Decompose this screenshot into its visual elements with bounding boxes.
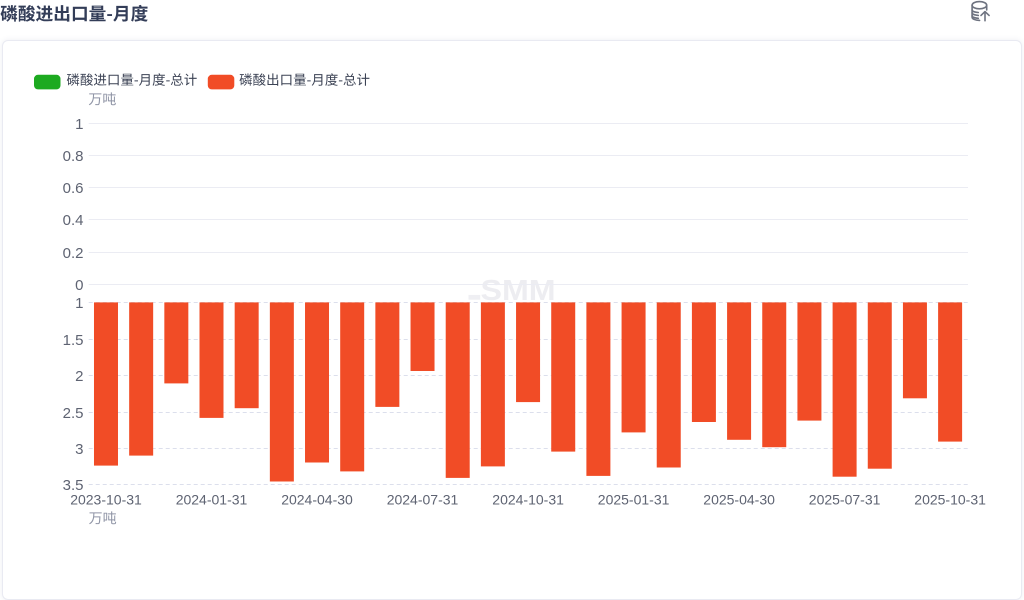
svg-text:SMM: SMM (481, 275, 556, 307)
svg-text:0: 0 (75, 277, 83, 294)
svg-text:0.6: 0.6 (63, 180, 84, 197)
svg-text:3: 3 (75, 441, 83, 458)
svg-text:1: 1 (75, 295, 83, 312)
svg-text:2.5: 2.5 (63, 405, 84, 422)
svg-text:2025-01-31: 2025-01-31 (598, 492, 670, 508)
svg-text:2025-07-31: 2025-07-31 (809, 492, 881, 508)
svg-text:2023-10-31: 2023-10-31 (70, 492, 142, 508)
svg-text:1: 1 (75, 116, 83, 133)
svg-text:0.8: 0.8 (63, 148, 84, 165)
svg-text:3.5: 3.5 (63, 477, 84, 494)
svg-text:2025-10-31: 2025-10-31 (914, 492, 986, 508)
svg-text:2024-04-30: 2024-04-30 (281, 492, 353, 508)
svg-text:2: 2 (75, 368, 83, 385)
svg-text:0.2: 0.2 (63, 245, 84, 262)
svg-text:2025-04-30: 2025-04-30 (703, 492, 775, 508)
svg-text:2024-01-31: 2024-01-31 (176, 492, 248, 508)
svg-text:2024-07-31: 2024-07-31 (387, 492, 459, 508)
svg-text:2024-10-31: 2024-10-31 (492, 492, 564, 508)
svg-text:0.4: 0.4 (63, 212, 84, 229)
svg-text:1.5: 1.5 (63, 332, 84, 349)
